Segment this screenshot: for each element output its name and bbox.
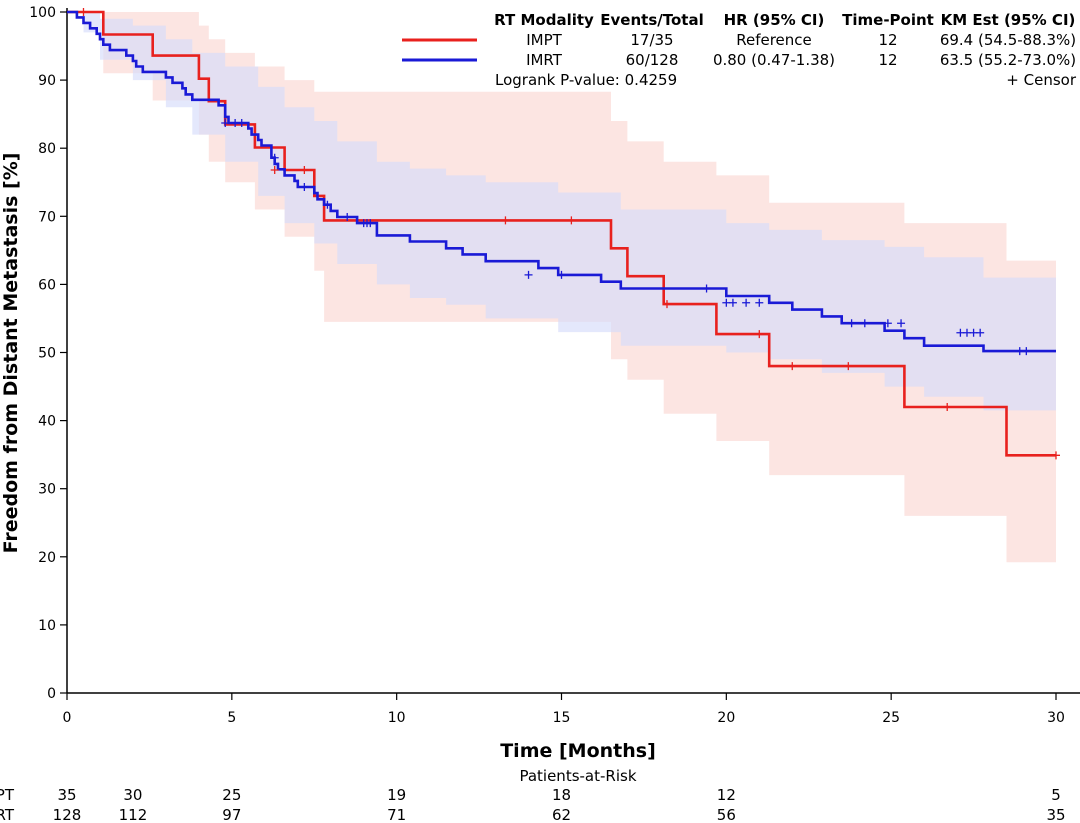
censor-mark-imrt	[300, 183, 309, 192]
y-tick-label: 90	[38, 73, 56, 89]
survival-curve-impt	[67, 10, 1056, 457]
y-tick-label: 20	[38, 550, 56, 566]
censor-mark-impt	[300, 165, 309, 174]
risk-count: 62	[552, 806, 571, 823]
censor-mark-imrt	[237, 119, 246, 128]
legend-header-modality: RT Modality	[494, 11, 594, 29]
censor-mark-impt	[270, 165, 279, 174]
censor-mark-imrt	[742, 298, 751, 307]
censor-mark-impt	[943, 402, 952, 411]
y-tick-label: 50	[38, 346, 56, 362]
censor-note: + Censor	[1006, 71, 1077, 89]
censor-mark-impt	[755, 330, 764, 339]
legend-header-timepoint: Time-Point	[842, 11, 934, 29]
censor-mark-impt	[567, 216, 576, 225]
y-axis-title: Freedom from Distant Metastasis [%]	[0, 153, 22, 554]
y-tick-label: 100	[29, 5, 56, 21]
risk-count: 35	[1046, 806, 1065, 823]
y-tick-label: 80	[38, 141, 56, 157]
censor-mark-imrt	[860, 319, 869, 328]
risk-count: 30	[123, 786, 142, 804]
risk-count: 112	[119, 806, 148, 823]
legend-timepoint-impt: 12	[878, 31, 897, 49]
censor-mark-imrt	[1022, 347, 1031, 356]
censor-mark-impt	[1052, 451, 1060, 460]
risk-count: 5	[1051, 786, 1061, 804]
censor-mark-imrt	[897, 319, 906, 328]
censor-marks	[79, 8, 1060, 460]
censor-mark-imrt	[702, 284, 711, 293]
x-tick-label: 25	[882, 710, 900, 726]
risk-count: 128	[53, 806, 82, 823]
risk-count: 35	[57, 786, 76, 804]
x-axis-ticks: 0 5 10 15 20 25 30	[63, 693, 1065, 726]
legend-events-impt: 17/35	[630, 31, 673, 49]
legend-modality-impt: IMPT	[526, 31, 562, 49]
legend-events-imrt: 60/128	[626, 51, 679, 69]
legend-header-km: KM Est (95% CI)	[941, 11, 1076, 29]
censor-mark-imrt	[728, 298, 737, 307]
legend-hr-imrt: 0.80 (0.47-1.38)	[713, 51, 835, 69]
x-tick-label: 5	[227, 710, 236, 726]
risk-count: 19	[387, 786, 406, 804]
censor-mark-impt	[79, 8, 88, 16]
y-tick-label: 60	[38, 277, 56, 293]
censor-mark-imrt	[883, 319, 892, 328]
risk-table-rows: PT 35 30 25 19 18 12 5 RT 128 112 97 71 62 56 35	[0, 786, 1066, 823]
censor-mark-imrt	[221, 119, 230, 128]
risk-row-label: RT	[0, 806, 15, 823]
risk-count: 97	[222, 806, 241, 823]
legend-modality-imrt: IMRT	[526, 51, 563, 69]
logrank-pvalue: Logrank P-value: 0.4259	[495, 71, 677, 89]
risk-count: 56	[717, 806, 736, 823]
y-tick-label: 70	[38, 209, 56, 225]
y-tick-label: 30	[38, 482, 56, 498]
x-tick-label: 10	[388, 710, 406, 726]
censor-mark-imrt	[343, 212, 352, 221]
censor-mark-imrt	[976, 328, 985, 337]
y-tick-label: 10	[38, 618, 56, 634]
axes: 0 5 10 15 20 25 30 0 10 20 30 40 50 60 70 80 90 100	[29, 5, 1080, 726]
legend-hr-impt: Reference	[736, 31, 812, 49]
x-tick-label: 0	[63, 710, 72, 726]
risk-count: 18	[552, 786, 571, 804]
censor-mark-imrt	[366, 219, 375, 228]
censor-mark-impt	[788, 362, 797, 371]
censor-mark-impt	[844, 362, 853, 371]
censor-mark-imrt	[755, 298, 764, 307]
survival-curves	[67, 10, 1056, 457]
legend: RT Modality Events/Total HR (95% CI) Tim…	[402, 11, 1077, 89]
censor-mark-imrt	[323, 200, 332, 209]
censor-mark-impt	[501, 216, 510, 225]
x-axis-title: Time [Months]	[500, 740, 656, 762]
censor-mark-imrt	[270, 153, 279, 162]
risk-row-label: PT	[0, 786, 15, 804]
risk-count: 12	[717, 786, 736, 804]
legend-km-imrt: 63.5 (55.2-73.0%)	[940, 51, 1076, 69]
survival-curve-imrt	[67, 10, 1056, 353]
confidence-bands	[67, 12, 1056, 563]
legend-km-impt: 69.4 (54.5-88.3%)	[940, 31, 1076, 49]
risk-count: 25	[222, 786, 241, 804]
y-tick-label: 40	[38, 414, 56, 430]
y-axis-ticks: 0 10 20 30 40 50 60 70 80 90 100	[29, 5, 67, 702]
risk-table-title: Patients-at-Risk	[519, 767, 636, 785]
y-tick-label: 0	[47, 686, 56, 702]
risk-table: Patients-at-Risk PT 35 30 25 19 18 12 5 RT 128 112…	[0, 767, 1066, 823]
x-tick-label: 20	[717, 710, 735, 726]
legend-header-hr: HR (95% CI)	[724, 11, 825, 29]
x-tick-label: 30	[1047, 710, 1065, 726]
legend-timepoint-imrt: 12	[878, 51, 897, 69]
risk-count: 71	[387, 806, 406, 823]
censor-mark-imrt	[557, 270, 566, 279]
x-tick-label: 15	[553, 710, 571, 726]
censor-mark-imrt	[847, 319, 856, 328]
censor-mark-imrt	[524, 270, 533, 279]
legend-header-events: Events/Total	[600, 11, 703, 29]
censor-mark-impt	[662, 300, 671, 309]
